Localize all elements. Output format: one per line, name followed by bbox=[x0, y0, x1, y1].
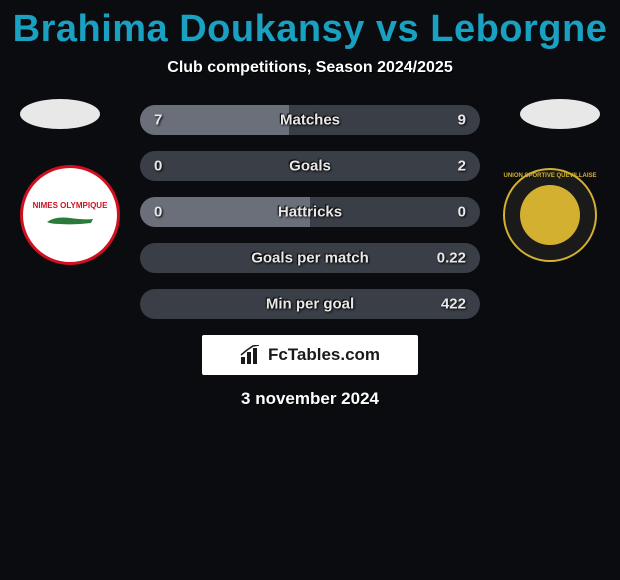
country-flag-right bbox=[520, 99, 600, 129]
club-crest-left: NIMES OLYMPIQUE bbox=[28, 173, 112, 257]
date-label: 3 november 2024 bbox=[0, 389, 620, 409]
club-name-left: NIMES OLYMPIQUE bbox=[33, 202, 108, 211]
stat-value-right: 422 bbox=[441, 296, 466, 313]
page-title: Brahima Doukansy vs Leborgne bbox=[0, 0, 620, 51]
logo-text: FcTables.com bbox=[268, 345, 380, 365]
stat-value-left: 0 bbox=[154, 204, 162, 221]
stat-value-right: 0 bbox=[458, 204, 466, 221]
stat-bars: Matches 7 9 Goals 0 2 Hattricks 0 0 Goals per mat… bbox=[140, 105, 480, 319]
stat-row: Goals per match 0.22 bbox=[140, 243, 480, 273]
stat-value-right: 2 bbox=[458, 158, 466, 175]
stat-label: Min per goal bbox=[266, 296, 354, 313]
club-crest-right: UNION SPORTIVE QUEVILLAISE bbox=[502, 167, 598, 263]
stat-value-right: 9 bbox=[458, 112, 466, 129]
stat-row: Goals 0 2 bbox=[140, 151, 480, 181]
stat-value-left: 0 bbox=[154, 158, 162, 175]
stat-label: Goals bbox=[289, 158, 331, 175]
stat-label: Goals per match bbox=[251, 250, 369, 267]
club-badge-right: UNION SPORTIVE QUEVILLAISE bbox=[500, 165, 600, 265]
club-badge-left: NIMES OLYMPIQUE bbox=[20, 165, 120, 265]
fctables-logo: FcTables.com bbox=[202, 335, 418, 375]
stat-row: Hattricks 0 0 bbox=[140, 197, 480, 227]
comparison-content: NIMES OLYMPIQUE UNION SPORTIVE QUEVILLAI… bbox=[0, 105, 620, 409]
stat-row: Min per goal 422 bbox=[140, 289, 480, 319]
crocodile-icon bbox=[45, 210, 95, 228]
stat-label: Matches bbox=[280, 112, 340, 129]
stat-label: Hattricks bbox=[278, 204, 342, 221]
country-flag-left bbox=[20, 99, 100, 129]
stat-value-right: 0.22 bbox=[437, 250, 466, 267]
subtitle: Club competitions, Season 2024/2025 bbox=[0, 59, 620, 77]
stat-row: Matches 7 9 bbox=[140, 105, 480, 135]
bar-chart-icon bbox=[240, 345, 262, 365]
stat-value-left: 7 bbox=[154, 112, 162, 129]
club-name-right: UNION SPORTIVE QUEVILLAISE bbox=[502, 173, 598, 179]
